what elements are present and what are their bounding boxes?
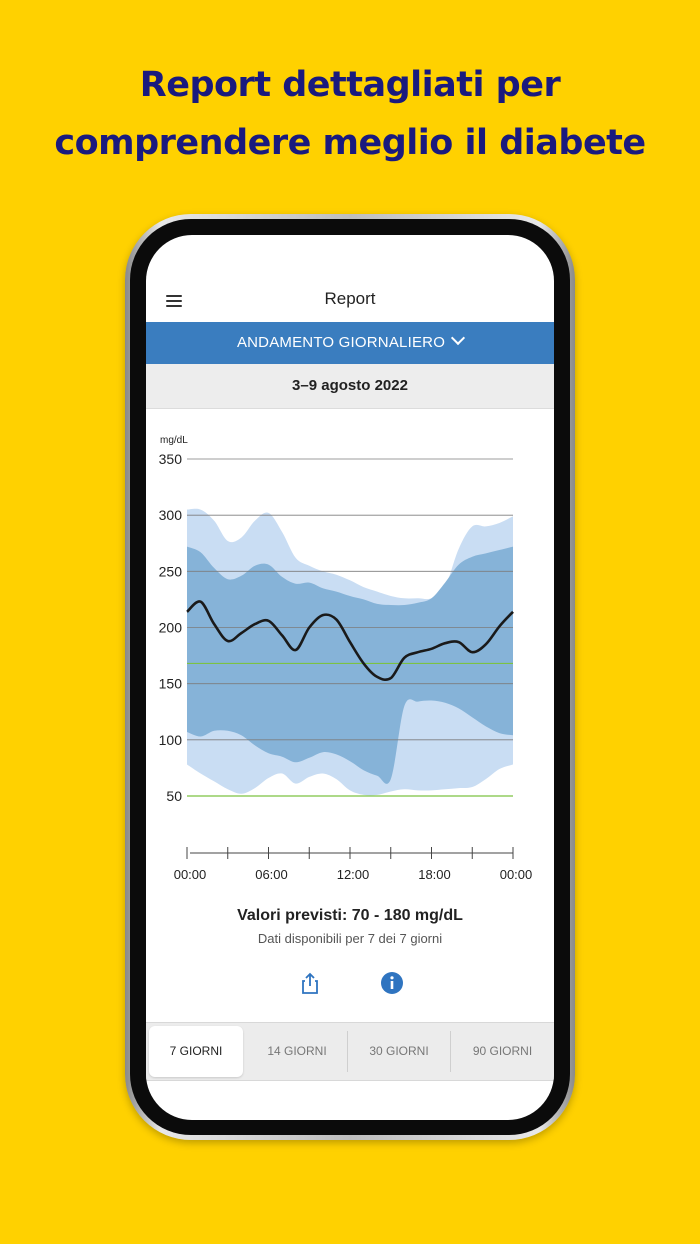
x-tick-label: 12:00 [337, 867, 370, 882]
tab-divider [347, 1031, 348, 1072]
y-tick-label: 100 [159, 732, 183, 748]
chevron-down-icon [450, 330, 466, 346]
share-icon[interactable] [298, 971, 322, 995]
page-title: Report [324, 289, 376, 308]
hamburger-menu-icon[interactable] [166, 295, 182, 309]
chart-svg: 350 300 250 200 150 100 50 mg/dL 00:00 06:00 12:00… [159, 435, 533, 882]
tab-divider [450, 1031, 451, 1072]
date-range: 3–9 agosto 2022 [146, 364, 554, 409]
y-tick-label: 200 [159, 620, 183, 636]
headline-line-2: comprendere meglio il diabete [54, 123, 646, 163]
y-tick-label: 350 [159, 451, 183, 467]
y-tick-label: 300 [159, 507, 183, 523]
app-bar: Report [146, 283, 554, 321]
median-line [186, 600, 514, 682]
period-tabs: 7 GIORNI 14 GIORNI 30 GIORNI 90 GIORNI [146, 1022, 554, 1081]
daily-pattern-chart: 350 300 250 200 150 100 50 mg/dL 00:00 06:00 12:00… [146, 425, 554, 885]
x-tick-label: 18:00 [418, 867, 451, 882]
x-tick-label: 00:00 [174, 867, 207, 882]
report-type-label: ANDAMENTO GIORNALIERO [236, 334, 446, 351]
y-tick-label: 250 [159, 563, 183, 579]
tab-90-days[interactable]: 90 GIORNI [472, 1044, 533, 1058]
info-icon[interactable] [380, 971, 404, 995]
expected-values-text: Valori previsti: 70 - 180 mg/dL [237, 907, 463, 924]
phone-screen: Report ANDAMENTO GIORNALIERO 3–9 agosto … [146, 235, 554, 1120]
report-type-dropdown[interactable]: ANDAMENTO GIORNALIERO [146, 322, 554, 364]
x-tick-label: 00:00 [500, 867, 533, 882]
y-tick-label: 150 [159, 676, 183, 692]
tab-14-days[interactable]: 14 GIORNI [267, 1044, 327, 1058]
y-tick-label: 50 [166, 788, 182, 804]
tab-7-days[interactable]: 7 GIORNI [149, 1026, 243, 1077]
headline-line-1: Report dettagliati per [139, 65, 561, 105]
y-axis-unit: mg/dL [160, 435, 188, 446]
percentile-band-25-75 [187, 546, 513, 784]
headline: Report dettagliati per comprendere megli… [0, 56, 700, 172]
data-availability-text: Dati disponibili per 7 dei 7 giorni [257, 931, 443, 946]
tab-30-days[interactable]: 30 GIORNI [369, 1044, 429, 1058]
x-tick-label: 06:00 [255, 867, 288, 882]
